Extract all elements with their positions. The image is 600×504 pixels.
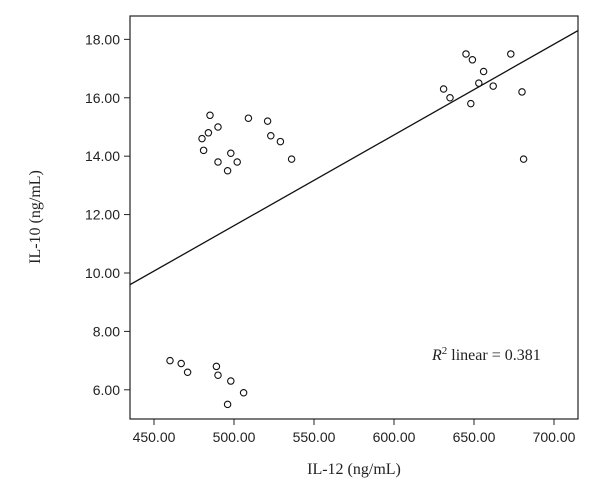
r-squared-text: linear = 0.381 xyxy=(447,347,540,364)
data-point xyxy=(519,155,528,163)
data-point xyxy=(276,137,285,146)
data-point xyxy=(446,94,454,102)
y-axis-label: IL-10 (ng/mL) xyxy=(27,170,44,264)
y-tick-label: 14.00 xyxy=(85,148,120,164)
data-point xyxy=(206,111,214,120)
data-point xyxy=(267,131,275,140)
y-tick-label: 18.00 xyxy=(85,31,120,47)
data-point xyxy=(223,400,232,409)
r-squared-annotation: R2 linear = 0.381 xyxy=(431,345,541,364)
data-point xyxy=(233,158,241,166)
y-tick-label: 16.00 xyxy=(85,90,120,106)
data-point xyxy=(166,356,174,365)
data-point xyxy=(287,155,296,163)
y-tick-label: 8.00 xyxy=(93,323,120,339)
x-tick-label: 700.00 xyxy=(533,429,576,445)
r-superscript: 2 xyxy=(442,345,448,357)
data-point xyxy=(199,146,208,155)
linear-fit-line xyxy=(130,30,578,286)
data-point xyxy=(489,82,497,90)
r-symbol: R xyxy=(431,347,442,364)
x-tick-label: 500.00 xyxy=(213,429,256,445)
y-tick-label: 6.00 xyxy=(93,382,120,398)
data-point xyxy=(214,158,222,166)
y-tick-label: 10.00 xyxy=(85,265,120,281)
data-point xyxy=(263,117,272,125)
data-point xyxy=(227,149,235,158)
x-tick-label: 550.00 xyxy=(293,429,336,445)
x-tick-label: 600.00 xyxy=(373,429,416,445)
data-point xyxy=(462,50,470,58)
y-tick-label: 12.00 xyxy=(85,207,120,223)
data-point xyxy=(214,123,222,131)
data-point xyxy=(183,368,192,377)
x-tick-label: 450.00 xyxy=(133,429,176,445)
data-point xyxy=(467,99,475,108)
data-point xyxy=(212,362,221,371)
data-point xyxy=(479,67,488,76)
x-tick-label: 650.00 xyxy=(453,429,496,445)
data-point xyxy=(475,79,483,87)
x-axis-label: IL-12 (ng/mL) xyxy=(307,461,401,478)
data-point xyxy=(223,167,232,175)
data-point xyxy=(214,371,222,379)
data-point xyxy=(177,359,185,368)
data-point xyxy=(468,56,477,64)
data-point xyxy=(507,50,515,58)
data-point xyxy=(518,88,526,96)
data-point xyxy=(439,85,448,93)
data-point xyxy=(204,129,213,137)
plot-frame xyxy=(129,15,579,420)
data-point xyxy=(198,134,206,143)
data-point xyxy=(244,114,253,122)
data-point xyxy=(227,377,235,385)
data-point xyxy=(239,388,248,397)
